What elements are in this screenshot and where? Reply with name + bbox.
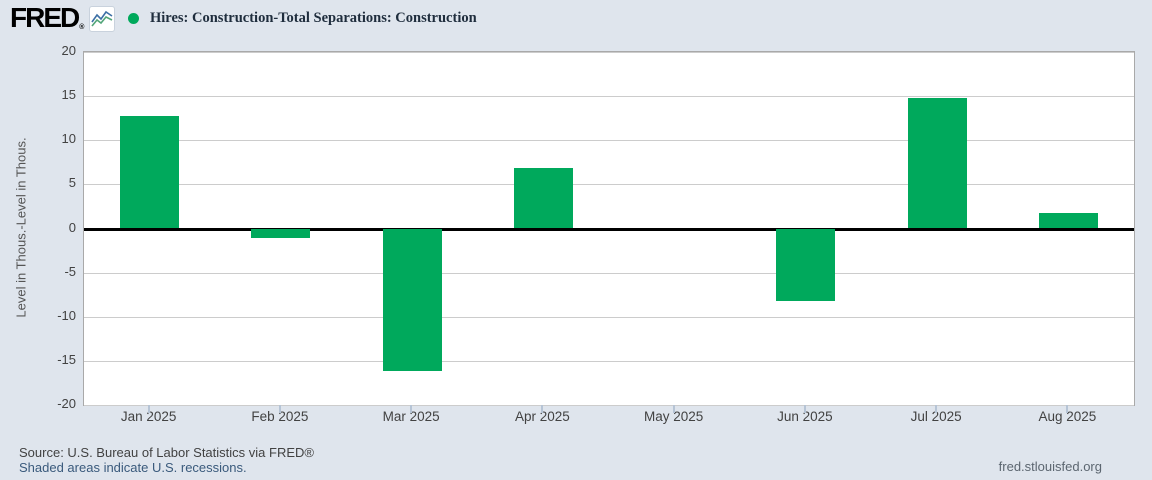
registered-trademark-icon: ® bbox=[79, 24, 85, 31]
legend-marker-icon bbox=[128, 13, 139, 24]
y-axis-tick-label: 5 bbox=[68, 175, 76, 191]
x-axis-tick bbox=[541, 405, 544, 413]
y-axis-tick-label: -15 bbox=[57, 351, 76, 367]
gridline bbox=[84, 316, 1134, 318]
recession-note-link[interactable]: Shaded areas indicate U.S. recessions. bbox=[19, 460, 247, 475]
x-axis-tick bbox=[672, 405, 675, 413]
x-axis-label: Jul 2025 bbox=[910, 409, 962, 424]
x-axis-tick bbox=[147, 405, 150, 413]
fred-logo[interactable]: FRED ® bbox=[10, 2, 84, 34]
x-axis-label: Feb 2025 bbox=[251, 409, 309, 424]
gridline bbox=[84, 405, 1134, 406]
x-axis-label: Jun 2025 bbox=[777, 409, 833, 424]
gridline bbox=[84, 140, 1134, 142]
gridline bbox=[84, 360, 1134, 362]
y-axis-tick-label: -10 bbox=[57, 307, 76, 323]
bar-apr-2025[interactable] bbox=[513, 167, 573, 229]
y-axis-tick-label: 15 bbox=[61, 87, 76, 103]
y-axis-tick-label: 20 bbox=[61, 43, 76, 58]
source-note: Source: U.S. Bureau of Labor Statistics … bbox=[19, 445, 314, 460]
bar-jul-2025[interactable] bbox=[907, 97, 967, 229]
y-axis-tick-label: -5 bbox=[64, 263, 76, 279]
bar-mar-2025[interactable] bbox=[382, 228, 442, 371]
x-axis-label: May 2025 bbox=[643, 409, 704, 424]
bar-aug-2025[interactable] bbox=[1038, 212, 1098, 229]
y-axis-tick-label: -20 bbox=[57, 396, 76, 411]
x-axis-tick bbox=[935, 405, 938, 413]
bar-jan-2025[interactable] bbox=[120, 116, 180, 229]
x-axis-label: Mar 2025 bbox=[382, 409, 440, 424]
x-axis-label: Apr 2025 bbox=[514, 409, 570, 424]
x-axis-label: Aug 2025 bbox=[1038, 409, 1097, 424]
x-axis-tick bbox=[803, 405, 806, 413]
sparkline-icon bbox=[89, 6, 115, 32]
x-axis-tick bbox=[278, 405, 281, 413]
chart-title: Hires: Construction-Total Separations: C… bbox=[150, 10, 477, 26]
y-axis-tick-label: 0 bbox=[68, 219, 76, 235]
plot-area bbox=[83, 51, 1135, 406]
gridline bbox=[84, 52, 1134, 53]
x-axis-tick bbox=[1066, 405, 1069, 413]
fred-site-link[interactable]: fred.stlouisfed.org bbox=[998, 459, 1102, 474]
bar-jun-2025[interactable] bbox=[776, 228, 836, 301]
gridline bbox=[84, 96, 1134, 98]
x-axis-tick bbox=[410, 405, 413, 413]
legend-item[interactable]: Hires: Construction-Total Separations: C… bbox=[128, 10, 477, 27]
x-axis-label: Jan 2025 bbox=[120, 409, 177, 424]
y-axis-tick-label: 10 bbox=[61, 131, 76, 147]
gridline bbox=[84, 272, 1134, 274]
zero-line bbox=[84, 227, 1134, 231]
gridline bbox=[84, 184, 1134, 186]
bar-feb-2025[interactable] bbox=[251, 228, 311, 239]
fred-logo-text: FRED bbox=[10, 2, 80, 33]
